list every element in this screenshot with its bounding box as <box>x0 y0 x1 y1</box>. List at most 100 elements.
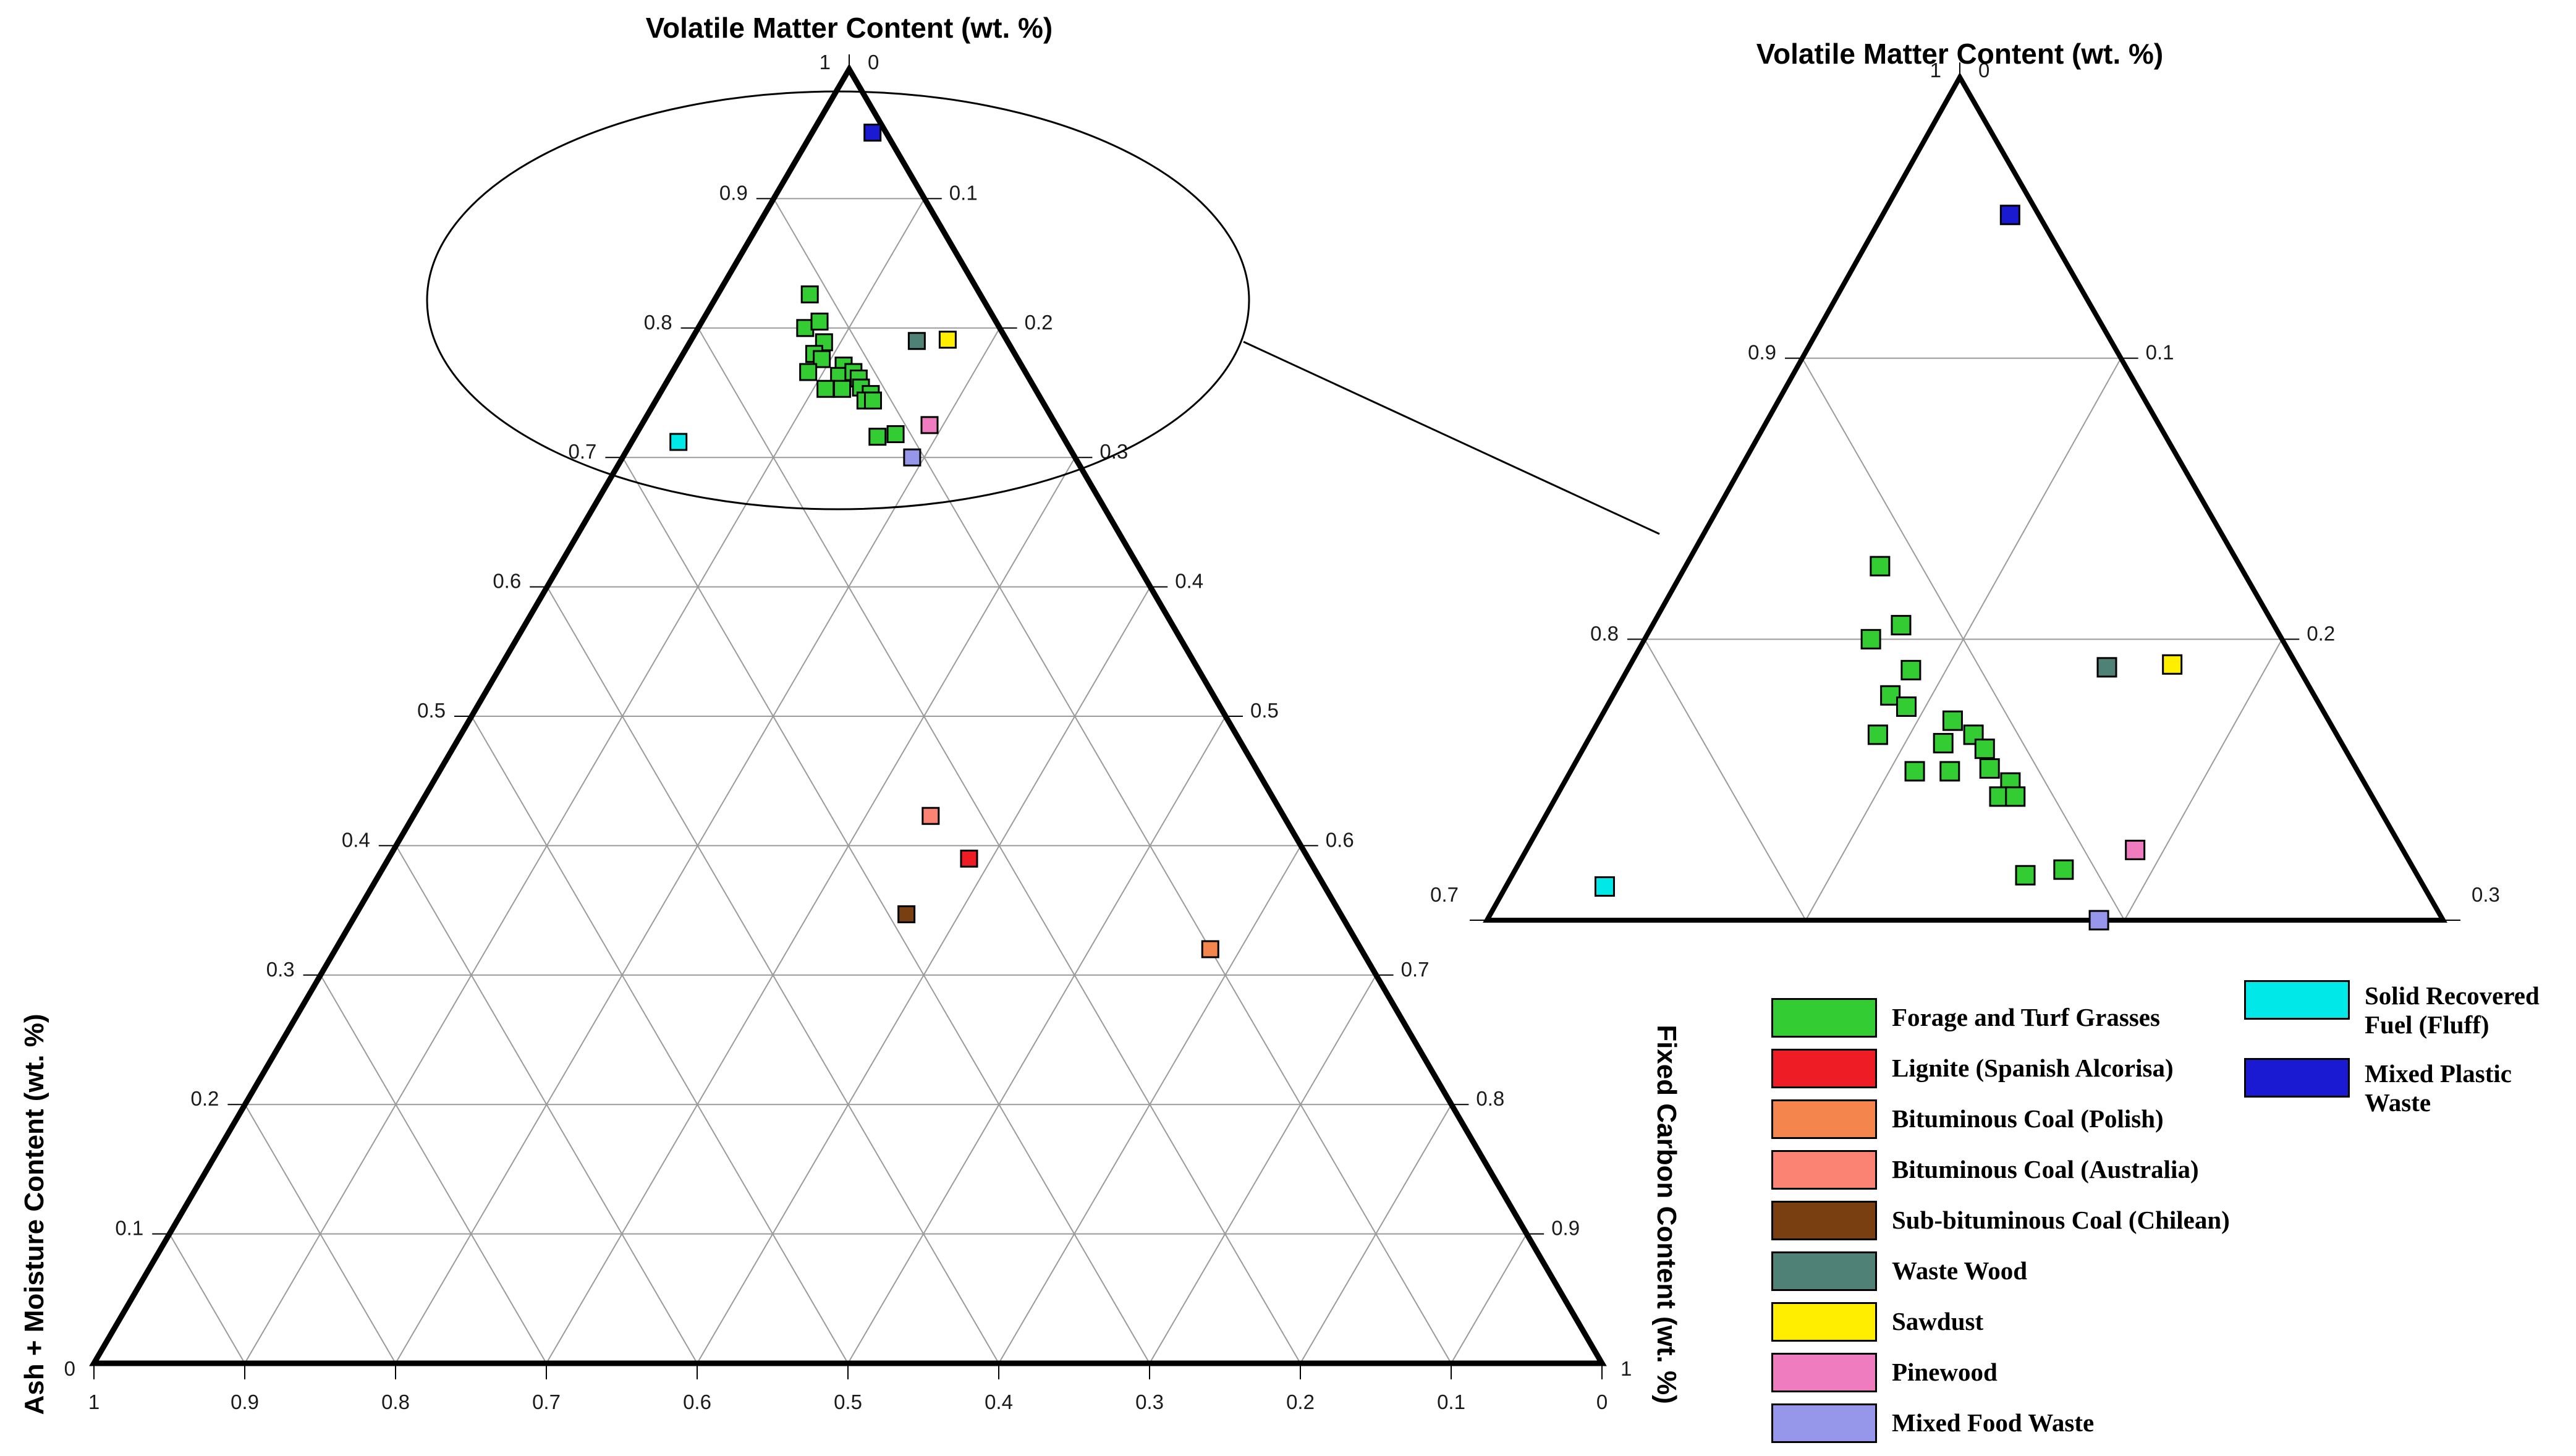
tick-label: 1 <box>820 51 831 74</box>
data-point-forage-and-turf-grasses <box>810 312 829 331</box>
tick-label: 1 <box>1621 1357 1632 1380</box>
tick-label: 0.5 <box>834 1390 862 1413</box>
data-point-forage-and-turf-grasses <box>1860 629 1881 650</box>
data-point-solid-recovered-fuel-fluff <box>669 433 688 451</box>
tick-label: 0 <box>1596 1390 1608 1413</box>
tick-label: 0.1 <box>949 181 978 204</box>
legend-item-waste-wood: Waste Wood <box>1771 1246 2244 1297</box>
left-axis-label: Ash + Moisture Content (wt. %) <box>19 1014 49 1415</box>
legend-label: Bituminous Coal (Australia) <box>1892 1155 2199 1184</box>
tick-label: 0.1 <box>2146 341 2174 364</box>
data-point-forage-and-turf-grasses <box>1870 556 1891 577</box>
data-point-forage-and-turf-grasses <box>1979 758 2000 779</box>
data-point-forage-and-turf-grasses <box>886 425 905 444</box>
data-point-forage-and-turf-grasses <box>1963 724 1984 745</box>
highlight-ellipse <box>426 90 1250 510</box>
tick-label: 0.2 <box>1286 1390 1315 1413</box>
data-point-mixed-food-waste <box>2088 910 2109 931</box>
ticks: 0.9 0.8 0.7 0.1 0.2 0.3 1 0 <box>1430 59 2500 921</box>
tick-label: 0.8 <box>644 311 672 334</box>
tick-label: 0.1 <box>115 1217 143 1240</box>
data-point-forage-and-turf-grasses <box>2005 786 2026 807</box>
tick-label: 1 <box>1930 59 1941 82</box>
tick-label: 0.6 <box>683 1390 711 1413</box>
legend-swatch <box>1771 1049 1877 1088</box>
tick-label: 0.4 <box>1175 570 1203 593</box>
data-point-forage-and-turf-grasses <box>833 379 852 398</box>
data-point-forage-and-turf-grasses <box>1896 696 1917 717</box>
tick-label: 0.9 <box>231 1390 259 1413</box>
legend-label: Forage and Turf Grasses <box>1892 1003 2160 1032</box>
zoom-chart-top-axis-title: Volatile Matter Content (wt. %) <box>1756 38 2164 70</box>
tick-label: 0.7 <box>1401 958 1430 981</box>
legend-swatch <box>2244 980 2350 1020</box>
grid-lines <box>1644 357 2283 921</box>
data-point-forage-and-turf-grasses <box>2015 865 2036 886</box>
tick-label: 0.4 <box>342 828 370 851</box>
data-point-forage-and-turf-grasses <box>1900 659 1921 680</box>
legend-swatch <box>1771 1353 1877 1392</box>
legend-label: Solid Recovered Fuel (Fluff) <box>2365 981 2540 1039</box>
ticks: 0.9 0.8 0.7 0.6 0.5 0.4 0.3 0.2 0.1 0.1 0.2 0.3 0.4 0… <box>64 51 1632 1413</box>
data-point-solid-recovered-fuel-fluff <box>1594 876 1615 897</box>
legend-item-mixed-plastic-waste: Mixed Plastic Waste <box>2244 1058 2569 1117</box>
legend-swatch <box>1771 1099 1877 1139</box>
legend-item-solid-recovered-fuel-fluff: Solid Recovered Fuel (Fluff) <box>2244 980 2569 1039</box>
data-point-bituminous-coal-australia <box>922 806 940 825</box>
data-point-mixed-plastic-waste <box>1999 205 2020 226</box>
legend-item-mixed-food-waste: Mixed Food Waste <box>1771 1398 2244 1449</box>
data-point-forage-and-turf-grasses <box>1942 710 1963 731</box>
tick-label: 0.3 <box>266 958 295 981</box>
tick-label: 0.7 <box>1430 883 1459 906</box>
tick-label: 0 <box>64 1357 75 1380</box>
tick-label: 0.8 <box>381 1390 410 1413</box>
tick-label: 0.3 <box>1135 1390 1164 1413</box>
legend-column-2: Solid Recovered Fuel (Fluff) Mixed Plasti… <box>2244 980 2569 1136</box>
tick-label: 0.5 <box>417 699 446 722</box>
data-point-sub-bituminous-coal-chilean <box>897 905 916 923</box>
legend-label: Lignite (Spanish Alcorisa) <box>1892 1054 2174 1083</box>
grid-lines <box>169 198 1528 1364</box>
data-point-forage-and-turf-grasses <box>796 319 815 337</box>
legend-item-pinewood: Pinewood <box>1771 1347 2244 1398</box>
data-point-forage-and-turf-grasses <box>1891 615 1912 636</box>
data-points <box>1594 205 2183 931</box>
data-point-sawdust <box>938 331 957 349</box>
data-point-forage-and-turf-grasses <box>1933 733 1954 754</box>
legend-label: Pinewood <box>1892 1358 1998 1387</box>
triangle-edges <box>1483 72 2447 923</box>
tick-label: 0.2 <box>2307 622 2335 645</box>
tick-label: 0.8 <box>1590 622 1619 645</box>
tick-label: 0.2 <box>1025 311 1053 334</box>
main-chart-top-axis-title: Volatile Matter Content (wt. %) <box>645 12 1053 44</box>
legend-label: Mixed Plastic Waste <box>2365 1059 2512 1117</box>
legend-item-sawdust: Sawdust <box>1771 1297 2244 1347</box>
data-points <box>669 124 1219 959</box>
legend-swatch <box>1771 998 1877 1038</box>
tick-label: 0.9 <box>719 181 748 204</box>
legend-swatch <box>1771 1150 1877 1190</box>
legend: Forage and Turf Grasses Lignite (Spanish … <box>1771 980 2569 1449</box>
legend-item-forage-and-turf-grasses: Forage and Turf Grasses <box>1771 993 2244 1043</box>
tick-label: 0.1 <box>1437 1390 1465 1413</box>
legend-swatch <box>1771 1251 1877 1291</box>
data-point-forage-and-turf-grasses <box>1867 724 1888 745</box>
data-point-forage-and-turf-grasses <box>1974 739 1995 760</box>
data-point-sawdust <box>2162 654 2183 675</box>
legend-label: Sub-bituminous Coal (Chilean) <box>1892 1206 2230 1235</box>
right-axis-label: Fixed Carbon Content (wt. %) <box>1651 1025 1682 1404</box>
tick-label: 0 <box>1978 59 1989 82</box>
legend-column-1: Forage and Turf Grasses Lignite (Spanish … <box>1771 980 2244 1449</box>
tick-label: 0.4 <box>985 1390 1013 1413</box>
legend-label: Waste Wood <box>1892 1256 2028 1285</box>
data-point-mixed-plastic-waste <box>863 124 882 142</box>
tick-label: 0.6 <box>493 570 521 593</box>
data-point-mixed-food-waste <box>903 448 922 467</box>
legend-label: Mixed Food Waste <box>1892 1408 2095 1437</box>
legend-swatch <box>1771 1302 1877 1342</box>
legend-swatch <box>1771 1403 1877 1443</box>
tick-label: 1 <box>88 1390 100 1413</box>
tick-label: 0.5 <box>1250 699 1279 722</box>
